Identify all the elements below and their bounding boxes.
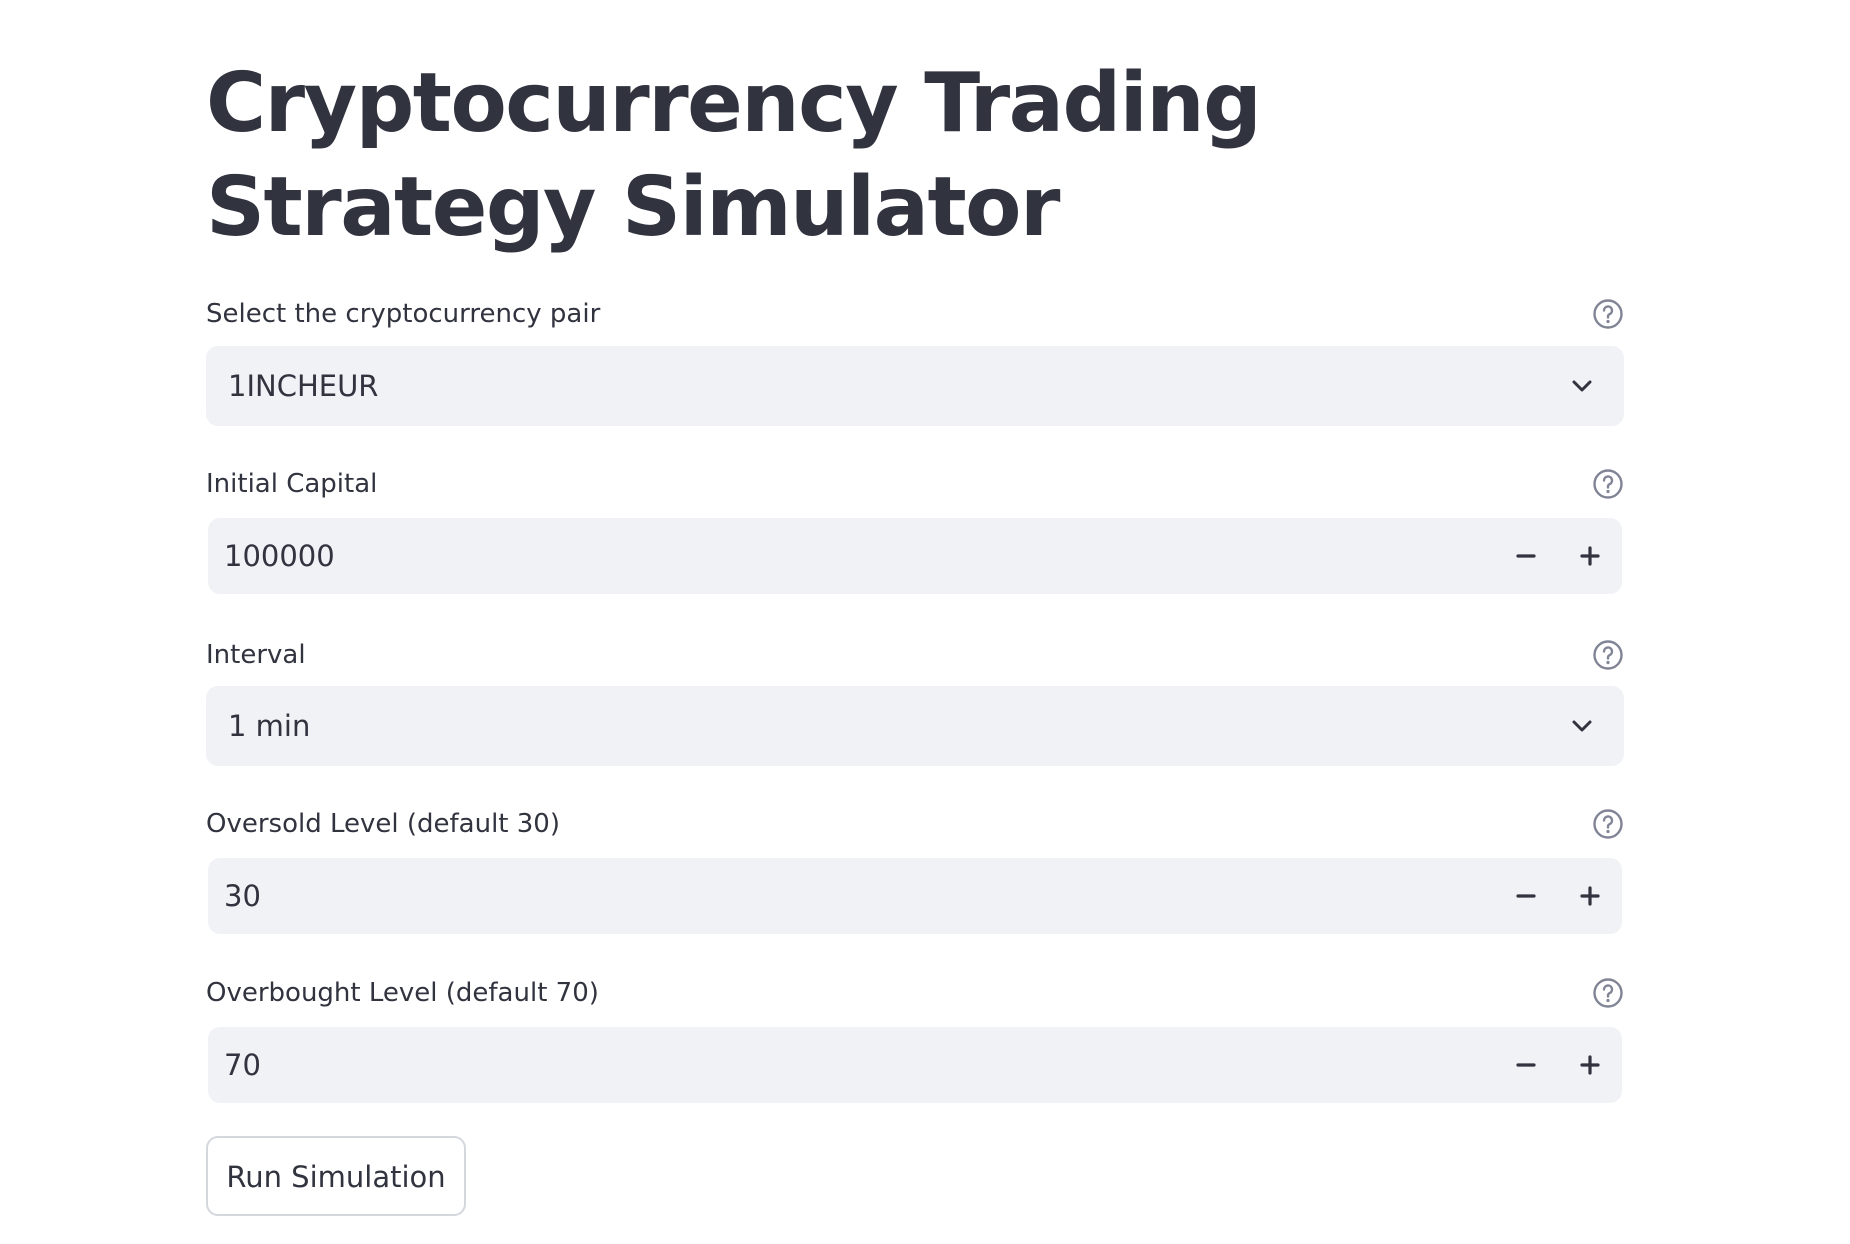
minus-icon [1516,894,1536,898]
interval-select[interactable]: 1 min [206,686,1624,766]
page-title: Cryptocurrency Trading Strategy Simulato… [206,56,1262,255]
help-icon[interactable] [1592,298,1624,330]
oversold-level-input[interactable]: 30 [208,858,1622,934]
chevron-down-icon[interactable] [1568,712,1596,740]
overbought-level-value[interactable]: 70 [224,1048,261,1082]
interval-select-value: 1 min [228,709,311,743]
plus-icon [1580,886,1600,906]
help-icon[interactable] [1592,808,1624,840]
minus-icon [1516,554,1536,558]
decrement-button[interactable] [1502,872,1550,920]
minus-icon [1516,1063,1536,1067]
overbought-level-input[interactable]: 70 [208,1027,1622,1103]
increment-button[interactable] [1566,872,1614,920]
initial-capital-label: Initial Capital [206,469,378,499]
initial-capital-input[interactable]: 100000 [208,518,1622,594]
pair-select-field: Select the cryptocurrency pair 1INCHEUR [206,294,1624,426]
chevron-down-icon[interactable] [1568,372,1596,400]
decrement-button[interactable] [1502,1041,1550,1089]
pair-select-value: 1INCHEUR [228,369,379,403]
run-simulation-button[interactable]: Run Simulation [206,1136,466,1216]
initial-capital-field: Initial Capital 100000 [206,464,1624,594]
plus-icon [1580,1055,1600,1075]
plus-icon [1580,546,1600,566]
interval-label: Interval [206,640,306,670]
oversold-level-value[interactable]: 30 [224,879,261,913]
help-icon[interactable] [1592,977,1624,1009]
increment-button[interactable] [1566,1041,1614,1089]
decrement-button[interactable] [1502,532,1550,580]
overbought-level-label: Overbought Level (default 70) [206,978,599,1008]
interval-select-field: Interval 1 min [206,635,1624,766]
overbought-level-field: Overbought Level (default 70) 70 [206,973,1624,1103]
help-icon[interactable] [1592,468,1624,500]
help-icon[interactable] [1592,639,1624,671]
oversold-level-field: Oversold Level (default 30) 30 [206,804,1624,934]
oversold-level-label: Oversold Level (default 30) [206,809,560,839]
increment-button[interactable] [1566,532,1614,580]
pair-select-label: Select the cryptocurrency pair [206,299,601,329]
initial-capital-value[interactable]: 100000 [224,539,335,573]
pair-select[interactable]: 1INCHEUR [206,346,1624,426]
